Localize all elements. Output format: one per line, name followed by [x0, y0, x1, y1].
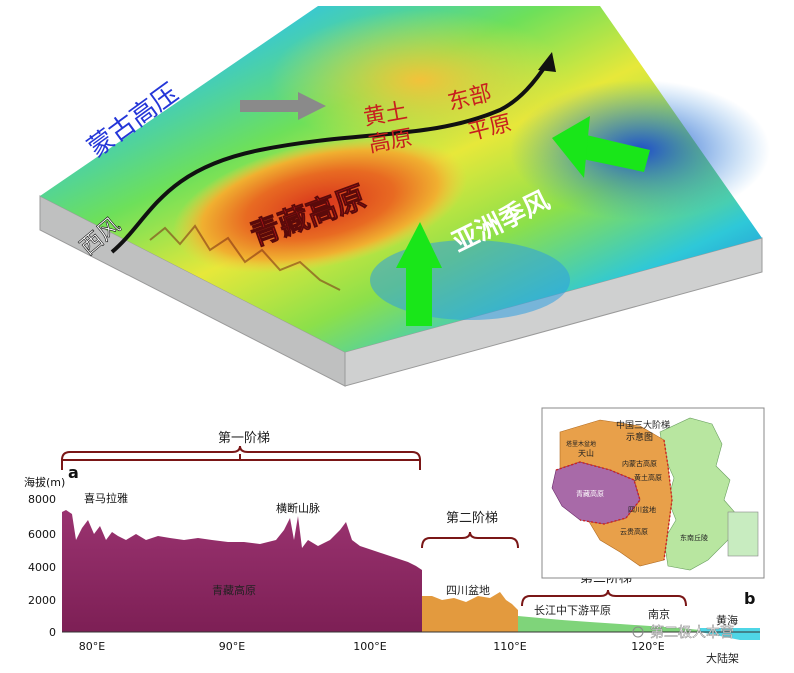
inset-boundary-2	[663, 439, 673, 561]
x-tick: 90°E	[219, 640, 245, 653]
inset-label: 四川盆地	[628, 505, 656, 514]
label-continental-shelf: 大陆架	[706, 651, 739, 665]
y-tick: 0	[49, 626, 56, 639]
label-sichuan-basin: 四川盆地	[446, 583, 490, 597]
bracket-third-step	[521, 589, 687, 607]
inset-label: 东南丘陵	[680, 533, 708, 542]
terrain-block	[39, 6, 770, 387]
label-nanjing: 南京	[648, 607, 670, 621]
watermark-icon	[632, 626, 644, 638]
label-hengduan: 横断山脉	[276, 501, 320, 515]
profile-sea	[700, 628, 760, 640]
y-tick: 8000	[28, 493, 56, 506]
x-tick: 110°E	[493, 640, 526, 653]
profile-step2	[422, 592, 518, 632]
westerly-wind-line	[110, 60, 550, 254]
profile-panel: 第一阶梯 第二阶梯 第三阶梯 a 海拔(m) 8000 6000 4000 20…	[24, 431, 760, 665]
label-second-step: 第二阶梯	[446, 511, 498, 526]
green-arrow-east	[552, 116, 650, 178]
inset-title-line2: 示意图	[626, 431, 653, 443]
y-axis-title: 海拔(m)	[24, 475, 65, 489]
panel-letter-a: a	[68, 463, 79, 482]
inset-label: 内蒙古高原	[622, 459, 657, 468]
y-tick: 6000	[28, 528, 56, 541]
inset-title-line1: 中国三大阶梯	[616, 419, 670, 431]
inset-label: 天山	[578, 448, 594, 458]
inset-label: 黄土高原	[634, 473, 662, 482]
inset-label: 塔里木盆地	[566, 440, 596, 448]
inset-label: 云贵高原	[620, 527, 648, 536]
y-tick: 2000	[28, 594, 56, 607]
inset-label: 青藏高原	[576, 489, 604, 498]
bracket-second-step	[421, 531, 519, 549]
label-himalaya: 喜马拉雅	[84, 491, 128, 505]
y-ticks: 8000 6000 4000 2000 0	[28, 493, 56, 639]
inset-map: 中国三大阶梯 示意图 天山 塔里木盆地 内蒙古高原 黄土高原 青藏高原 四川盆地…	[541, 407, 765, 579]
westerly-arrowhead	[538, 52, 556, 72]
profile-step3	[518, 616, 700, 632]
bracket-first-step	[61, 454, 421, 470]
green-arrow-south	[396, 222, 442, 326]
watermark: 第二极人本营	[632, 624, 734, 641]
x-ticks: 80°E 90°E 100°E 110°E 120°E	[79, 640, 665, 653]
panel-letter-b: b	[744, 589, 755, 608]
inset-south-sea	[727, 511, 759, 557]
inset-boundary-1	[555, 461, 641, 525]
plateau-patch	[172, 136, 468, 274]
label-first-step: 第一阶梯	[218, 431, 270, 446]
x-tick: 120°E	[631, 640, 664, 653]
label-yangtze-plain: 长江中下游平原	[534, 604, 611, 617]
x-tick: 80°E	[79, 640, 105, 653]
label-yellow-sea: 黄海	[716, 613, 738, 627]
gray-arrow	[240, 92, 326, 120]
y-tick: 4000	[28, 561, 56, 574]
label-profile-plateau: 青藏高原	[212, 583, 256, 597]
profile-step1	[62, 510, 422, 632]
watermark-text: 第二极人本营	[650, 624, 734, 641]
mountain-edge	[149, 224, 341, 291]
loess-patch	[270, 10, 570, 150]
x-tick: 100°E	[353, 640, 386, 653]
